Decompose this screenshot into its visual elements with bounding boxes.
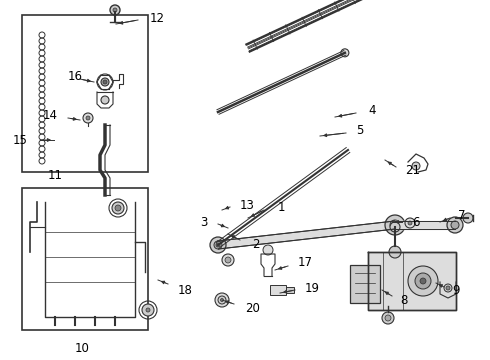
Circle shape: [83, 113, 93, 123]
Circle shape: [220, 298, 223, 302]
Circle shape: [385, 215, 405, 235]
Circle shape: [225, 257, 231, 263]
Circle shape: [110, 5, 120, 15]
Text: 16: 16: [68, 69, 83, 82]
Circle shape: [101, 96, 109, 104]
Text: 21: 21: [405, 163, 420, 176]
Circle shape: [412, 162, 420, 170]
Circle shape: [210, 237, 226, 253]
Circle shape: [112, 202, 124, 214]
Circle shape: [212, 239, 224, 251]
Text: 11: 11: [48, 168, 63, 181]
Circle shape: [390, 220, 400, 230]
Circle shape: [408, 266, 438, 296]
Circle shape: [113, 8, 117, 12]
Text: 5: 5: [356, 123, 364, 136]
Circle shape: [446, 286, 450, 290]
Bar: [22, 15, 148, 172]
Circle shape: [420, 278, 426, 284]
Text: 10: 10: [74, 342, 90, 355]
Text: 2: 2: [252, 238, 260, 251]
Text: 14: 14: [43, 108, 58, 122]
Polygon shape: [395, 221, 455, 229]
Circle shape: [463, 213, 473, 223]
Text: 9: 9: [452, 284, 460, 297]
Text: 4: 4: [368, 104, 375, 117]
Text: 12: 12: [150, 12, 165, 24]
Circle shape: [447, 217, 463, 233]
Text: 3: 3: [200, 216, 208, 229]
Circle shape: [341, 49, 349, 57]
Circle shape: [390, 222, 400, 232]
Text: 1: 1: [278, 201, 286, 213]
Circle shape: [382, 312, 394, 324]
Circle shape: [408, 221, 412, 225]
Circle shape: [218, 296, 226, 304]
Circle shape: [215, 293, 229, 307]
Circle shape: [451, 221, 459, 229]
Circle shape: [103, 80, 107, 84]
Circle shape: [146, 308, 150, 312]
Circle shape: [216, 243, 220, 247]
Bar: [350, 265, 380, 303]
Text: 13: 13: [240, 198, 255, 212]
Text: 7: 7: [458, 208, 466, 221]
Circle shape: [86, 116, 90, 120]
Text: 15: 15: [13, 134, 28, 147]
Circle shape: [222, 254, 234, 266]
Circle shape: [444, 284, 452, 292]
Circle shape: [215, 242, 221, 248]
Bar: [286, 287, 294, 293]
Circle shape: [405, 218, 415, 228]
Text: 6: 6: [412, 216, 419, 229]
Circle shape: [385, 315, 391, 321]
Text: 19: 19: [305, 282, 320, 294]
Circle shape: [415, 273, 431, 289]
Text: 20: 20: [245, 302, 260, 315]
Polygon shape: [368, 252, 456, 310]
Circle shape: [115, 205, 121, 211]
Bar: [22, 188, 148, 330]
Circle shape: [263, 245, 273, 255]
Circle shape: [101, 78, 109, 86]
Text: 17: 17: [298, 256, 313, 270]
Text: 8: 8: [400, 293, 407, 306]
Bar: [270, 285, 286, 295]
Circle shape: [214, 241, 222, 249]
Circle shape: [142, 304, 154, 316]
Text: 18: 18: [178, 284, 193, 297]
Polygon shape: [218, 221, 395, 249]
Circle shape: [389, 246, 401, 258]
